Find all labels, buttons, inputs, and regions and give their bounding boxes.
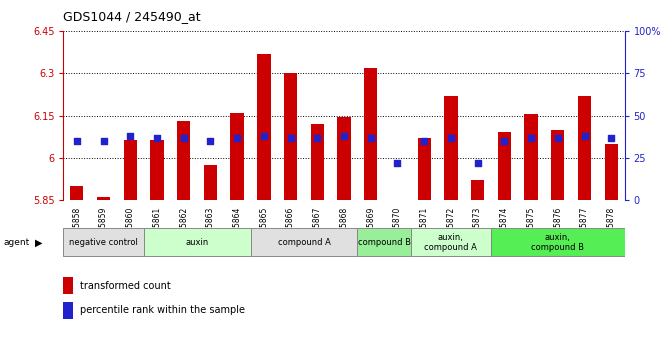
Point xyxy=(472,160,483,166)
Bar xyxy=(311,124,324,200)
Text: auxin,
compound B: auxin, compound B xyxy=(531,233,584,252)
Bar xyxy=(124,139,137,200)
Bar xyxy=(144,228,250,256)
Text: auxin: auxin xyxy=(186,238,208,247)
Bar xyxy=(605,144,618,200)
Bar xyxy=(337,117,351,200)
Point xyxy=(98,138,109,144)
Point xyxy=(259,133,269,139)
Bar xyxy=(150,139,164,200)
Bar xyxy=(230,113,244,200)
Point xyxy=(419,138,430,144)
Point xyxy=(446,135,456,140)
Text: compound A: compound A xyxy=(277,238,331,247)
Bar xyxy=(250,228,357,256)
Text: compound B: compound B xyxy=(357,238,411,247)
Text: transformed count: transformed count xyxy=(80,280,171,290)
Point xyxy=(392,160,403,166)
Bar xyxy=(63,228,144,256)
Bar xyxy=(411,228,491,256)
Text: agent: agent xyxy=(3,238,29,247)
Bar xyxy=(491,228,625,256)
Text: auxin,
compound A: auxin, compound A xyxy=(424,233,478,252)
Bar xyxy=(471,180,484,200)
Point xyxy=(232,135,242,140)
Bar xyxy=(63,302,73,319)
Point xyxy=(339,133,349,139)
Bar xyxy=(551,130,564,200)
Bar xyxy=(177,121,190,200)
Point xyxy=(365,135,376,140)
Bar xyxy=(578,96,591,200)
Text: negative control: negative control xyxy=(69,238,138,247)
Bar xyxy=(284,73,297,200)
Bar xyxy=(391,200,404,203)
Text: GDS1044 / 245490_at: GDS1044 / 245490_at xyxy=(63,10,201,23)
Point xyxy=(579,133,590,139)
Bar xyxy=(444,96,458,200)
Bar xyxy=(418,138,431,200)
Point xyxy=(526,135,536,140)
Point xyxy=(499,138,510,144)
Point xyxy=(152,135,162,140)
Bar xyxy=(63,277,73,294)
Bar xyxy=(204,165,217,200)
Bar xyxy=(498,132,511,200)
Bar xyxy=(257,53,271,200)
Bar xyxy=(364,68,377,200)
Point xyxy=(285,135,296,140)
Point xyxy=(205,138,216,144)
Point xyxy=(552,135,563,140)
Point xyxy=(312,135,323,140)
Point xyxy=(178,135,189,140)
Bar xyxy=(70,186,84,200)
Text: percentile rank within the sample: percentile rank within the sample xyxy=(80,305,245,315)
Bar xyxy=(357,228,411,256)
Point xyxy=(125,133,136,139)
Bar xyxy=(97,197,110,200)
Point xyxy=(606,135,617,140)
Bar xyxy=(524,114,538,200)
Text: ▶: ▶ xyxy=(35,237,42,247)
Point xyxy=(71,138,82,144)
